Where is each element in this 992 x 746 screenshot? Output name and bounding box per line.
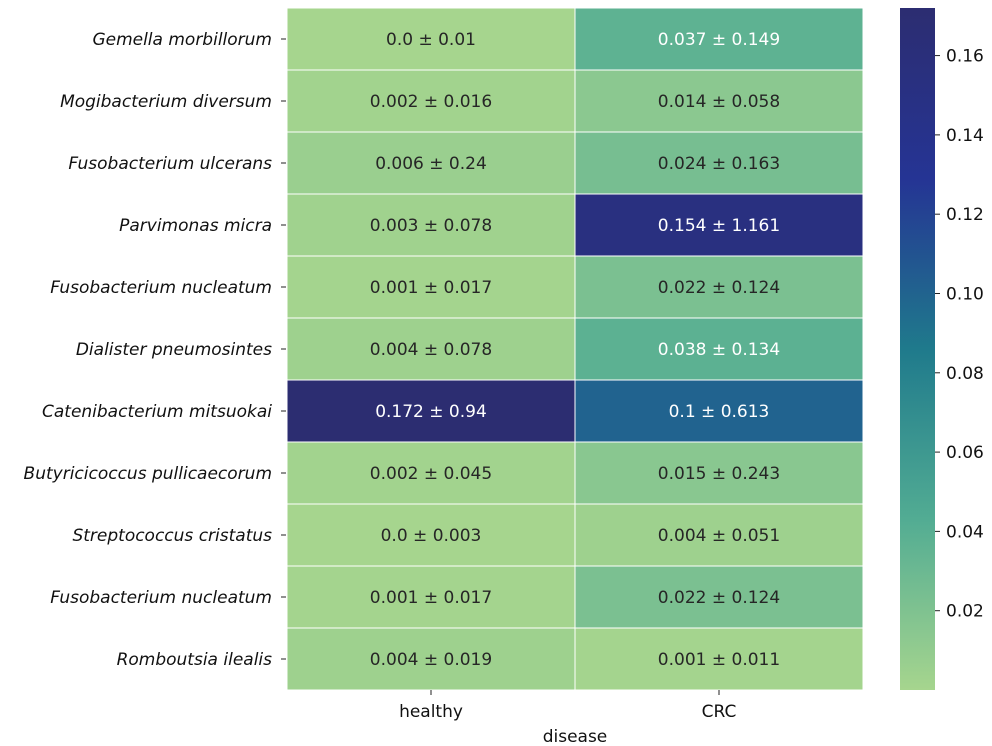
row-label: Romboutsia ilealis	[117, 650, 273, 670]
column-label: CRC	[702, 702, 737, 722]
heatmap-cell	[286, 69, 576, 133]
cell-annotation: 0.003 ± 0.078	[370, 216, 492, 236]
cell-annotation: 0.004 ± 0.078	[370, 340, 492, 360]
cell-annotation: 0.001 ± 0.011	[658, 650, 780, 670]
cell-annotations: 0.0 ± 0.01 0.037 ± 0.149 0.002 ± 0.016 0.01…	[370, 30, 780, 670]
colorbar-tick-label: 0.06	[946, 443, 984, 463]
heatmap-cell	[574, 627, 864, 691]
cell-annotation: 0.001 ± 0.017	[370, 278, 492, 298]
cell-annotation: 0.001 ± 0.017	[370, 588, 492, 608]
colorbar-tick-label: 0.10	[946, 284, 984, 304]
cell-annotation: 0.006 ± 0.24	[375, 154, 487, 174]
cell-annotation: 0.172 ± 0.94	[375, 402, 487, 422]
colorbar-tick-label: 0.04	[946, 522, 984, 542]
heatmap-cell	[574, 441, 864, 505]
cell-annotation: 0.038 ± 0.134	[658, 340, 780, 360]
heatmap-cells	[286, 7, 864, 691]
heatmap-cell	[574, 7, 864, 71]
heatmap-cell	[286, 565, 576, 629]
column-label: healthy	[399, 702, 463, 722]
row-label: Parvimonas micra	[119, 216, 272, 236]
cell-annotation: 0.022 ± 0.124	[658, 588, 780, 608]
cell-annotation: 0.002 ± 0.045	[370, 464, 492, 484]
cell-annotation: 0.0 ± 0.01	[386, 30, 476, 50]
row-label: Catenibacterium mitsuokai	[42, 402, 272, 422]
cell-annotation: 0.037 ± 0.149	[658, 30, 780, 50]
heatmap-cell	[574, 255, 864, 319]
row-label: Dialister pneumosintes	[76, 340, 272, 360]
heatmap-cell	[574, 193, 864, 257]
colorbar	[900, 8, 935, 690]
row-label: Fusobacterium nucleatum	[50, 278, 272, 298]
colorbar-tick-label: 0.02	[946, 602, 984, 622]
heatmap-cell	[286, 503, 576, 567]
row-label: Fusobacterium nucleatum	[50, 588, 272, 608]
colorbar-ticks: 0.02 0.04 0.06 0.08 0.10 0.12 0.14 0.16	[935, 47, 984, 622]
colorbar-tick-label: 0.16	[946, 47, 984, 67]
row-label: Mogibacterium diversum	[60, 92, 272, 112]
heatmap-cell	[574, 317, 864, 381]
colorbar-tick-label: 0.12	[946, 205, 984, 225]
row-label: Butyricicoccus pullicaecorum	[24, 464, 272, 484]
heatmap-cell	[286, 7, 576, 71]
row-label: Fusobacterium ulcerans	[68, 154, 272, 174]
cell-annotation: 0.004 ± 0.051	[658, 526, 780, 546]
row-label: Streptococcus cristatus	[72, 526, 272, 546]
cell-annotation: 0.024 ± 0.163	[658, 154, 780, 174]
cell-annotation: 0.022 ± 0.124	[658, 278, 780, 298]
cell-annotation: 0.014 ± 0.058	[658, 92, 780, 112]
heatmap-cell	[286, 441, 576, 505]
row-label: Gemella morbillorum	[92, 30, 272, 50]
cell-annotation: 0.0 ± 0.003	[381, 526, 482, 546]
colorbar-tick-label: 0.14	[946, 126, 984, 146]
heatmap-cell	[574, 379, 864, 443]
heatmap-cell	[286, 379, 576, 443]
colorbar-tick-label: 0.08	[946, 364, 984, 384]
heatmap-cell	[574, 69, 864, 133]
cell-annotation: 0.154 ± 1.161	[658, 216, 780, 236]
cell-annotation: 0.002 ± 0.016	[370, 92, 492, 112]
heatmap-cell	[286, 131, 576, 195]
heatmap-cell	[574, 503, 864, 567]
row-labels: Gemella morbillorum Mogibacterium diversu…	[24, 30, 286, 670]
x-axis-title: disease	[543, 727, 608, 746]
heatmap-cell	[574, 131, 864, 195]
cell-annotation: 0.1 ± 0.613	[669, 402, 770, 422]
heatmap-cell	[286, 627, 576, 691]
column-labels: healthy CRC	[399, 690, 736, 722]
heatmap-cell	[574, 565, 864, 629]
cell-annotation: 0.015 ± 0.243	[658, 464, 780, 484]
cell-annotation: 0.004 ± 0.019	[370, 650, 492, 670]
